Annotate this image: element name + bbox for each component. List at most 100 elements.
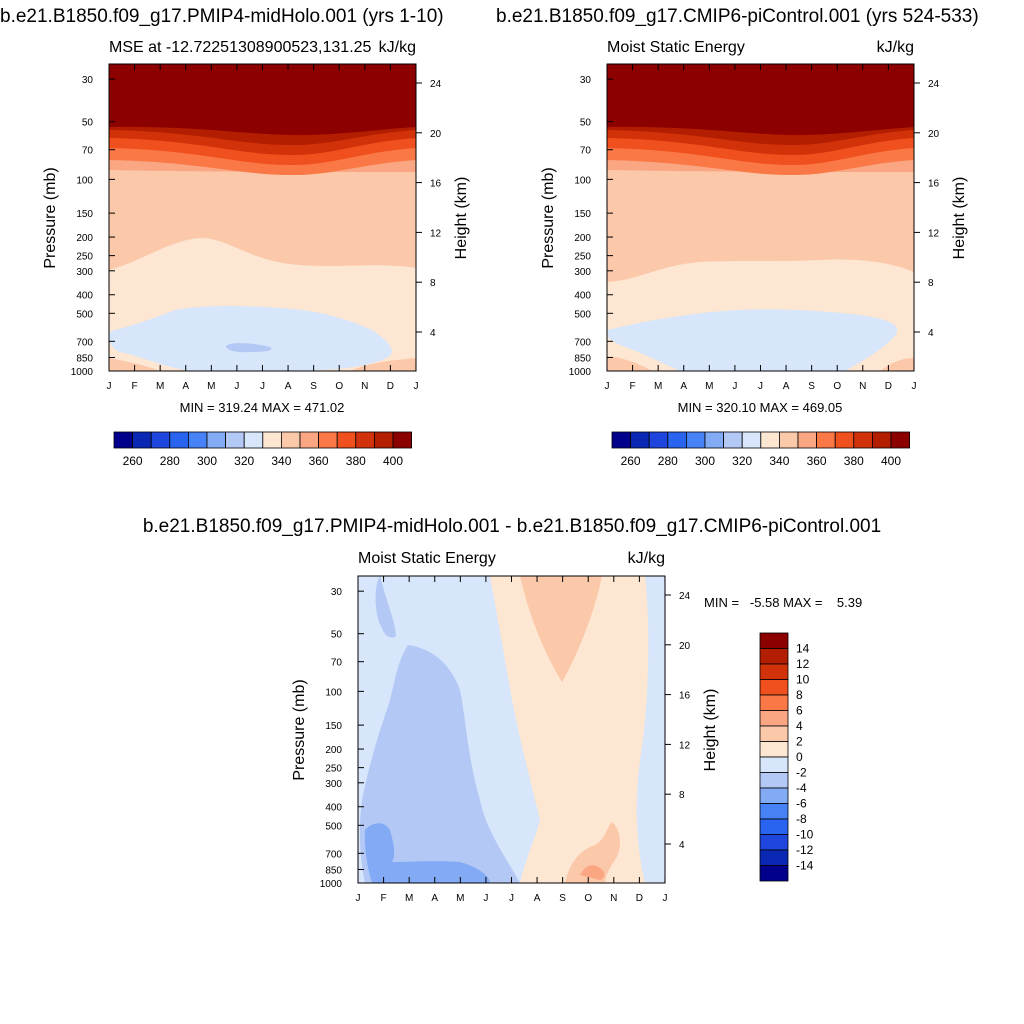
x-tick-label: J (605, 381, 610, 392)
colorbar-cell (150, 431, 171, 449)
y-tick-label-left: 700 (325, 849, 342, 860)
x-tick-label: S (808, 381, 815, 392)
colorbar-cell (759, 679, 789, 696)
panel-2-y-label: Pressure (mb) (540, 167, 557, 268)
panel-2-colorbar: 260 280 300 320 340 360 380 400 (611, 431, 911, 468)
y-tick-label-right: 4 (430, 328, 436, 339)
colorbar-label: -6 (796, 797, 807, 811)
colorbar-cell (853, 431, 873, 449)
colorbar-label: 260 (621, 454, 641, 468)
panel-3-band-b4c8f5 (375, 576, 396, 638)
y-tick-label-left: 50 (580, 118, 592, 129)
x-tick-label: J (732, 381, 737, 392)
colorbar-cell (779, 431, 799, 449)
x-tick-label: A (534, 893, 541, 904)
colorbar-label: 280 (658, 454, 678, 468)
panel-1-colorbar: 260 280 300 320 340 360 380 400 (113, 431, 413, 468)
y-tick-label-left: 30 (82, 75, 94, 86)
colorbar-cell (280, 431, 301, 449)
panel-midholo: b.e21.B1850.f09_g17.PMIP4-midHolo.001 (y… (0, 6, 470, 468)
panel-3-band-82aaf5 (364, 823, 490, 883)
colorbar-label: 300 (197, 454, 217, 468)
x-tick-label: D (885, 381, 892, 392)
y-tick-label-right: 8 (928, 278, 934, 289)
panel-2-band-8c0000 (607, 64, 914, 136)
y-tick-label-right: 24 (928, 79, 940, 90)
colorbar-label: 280 (160, 454, 180, 468)
colorbar-cell (648, 431, 669, 449)
x-tick-label: J (413, 381, 418, 392)
colorbar-cell (759, 694, 789, 711)
panel-difference: b.e21.B1850.f09_g17.PMIP4-midHolo.001 - … (143, 516, 881, 904)
panel-3-y-axis-right: 24 20 16 12 8 4 (665, 591, 691, 851)
panel-2-subtitle-left: Moist Static Energy (607, 39, 745, 56)
panel-3-subtitle-right: kJ/kg (628, 550, 665, 567)
colorbar-label: 320 (732, 454, 752, 468)
y-tick-label-right: 12 (430, 228, 442, 239)
panel-1-band-fbc8aa-bottom-right (350, 358, 416, 371)
x-tick-label: J (234, 381, 239, 392)
y-tick-label-right: 16 (430, 179, 442, 190)
x-tick-label: N (859, 381, 866, 392)
colorbar-cell (336, 431, 357, 449)
y-tick-label-left: 700 (574, 337, 591, 348)
colorbar-label: 10 (796, 673, 810, 687)
panel-3-band-fbc8aa-top (520, 576, 602, 682)
panel-3-plot: 30 50 70 100 150 200 250 300 400 500 700 850 1000 24… (320, 575, 691, 904)
y-tick-label-left: 200 (76, 233, 93, 244)
colorbar-cell (759, 632, 789, 649)
colorbar-cell (741, 431, 762, 449)
colorbar-label: 2 (796, 735, 803, 749)
colorbar-label: -14 (796, 859, 814, 873)
panel-1-band-d7e6fa (108, 305, 392, 371)
colorbar-cell (225, 431, 245, 449)
colorbar-cell (355, 431, 375, 449)
y-tick-label-left: 150 (574, 209, 591, 220)
colorbar-label: -12 (796, 843, 814, 857)
colorbar-cell (759, 741, 789, 758)
x-tick-label: A (680, 381, 687, 392)
y-tick-label-right: 12 (928, 228, 940, 239)
y-tick-label-left: 150 (76, 209, 93, 220)
colorbar-cell (759, 663, 789, 680)
x-tick-label: O (584, 893, 592, 904)
panel-2-y-axis-left: 30 50 70 100 150 200 250 300 400 500 700 850 1000 (569, 75, 613, 378)
colorbar-cell (797, 431, 818, 449)
y-tick-label-left: 1000 (320, 879, 343, 890)
y-tick-label-left: 70 (82, 146, 94, 157)
y-tick-label-left: 850 (76, 353, 93, 364)
colorbar-cell (686, 431, 706, 449)
y-tick-label-right: 12 (679, 740, 691, 751)
colorbar-cell (667, 431, 687, 449)
colorbar-cell (132, 431, 152, 449)
x-tick-label: A (285, 381, 292, 392)
colorbar-label: -10 (796, 828, 814, 842)
panel-3-stats: MIN = -5.58 MAX = 5.39 (704, 595, 862, 610)
colorbar-cell (704, 431, 725, 449)
x-tick-label: M (207, 381, 215, 392)
colorbar-label: 6 (796, 704, 803, 718)
colorbar-label: 12 (796, 657, 810, 671)
colorbar-cell (759, 849, 789, 866)
y-tick-label-right: 4 (928, 328, 934, 339)
panel-2-band-d7e6fa (606, 309, 898, 371)
panel-1-y-axis-left: 30 50 70 100 150 200 250 300 400 500 700 850 1000 (71, 75, 115, 378)
panel-3-y-label-right: Height (km) (702, 689, 719, 772)
panel-1-y-label: Pressure (mb) (42, 167, 59, 268)
colorbar-label: 360 (807, 454, 827, 468)
colorbar-label: 300 (695, 454, 715, 468)
x-tick-label: N (361, 381, 368, 392)
colorbar-label: 360 (309, 454, 329, 468)
y-tick-label-right: 16 (928, 179, 940, 190)
panel-3-band-b4c8f5-main (359, 645, 520, 883)
y-tick-label-left: 400 (574, 291, 591, 302)
panel-1-y-axis-right: 24 20 16 12 8 4 (416, 79, 442, 339)
colorbar-label: 340 (271, 454, 291, 468)
y-tick-label-left: 100 (76, 175, 93, 186)
x-tick-label: A (431, 893, 438, 904)
panel-2-plot: 30 50 70 100 150 200 250 300 400 500 700 850 1000 24… (569, 63, 940, 392)
colorbar-cell (834, 431, 855, 449)
